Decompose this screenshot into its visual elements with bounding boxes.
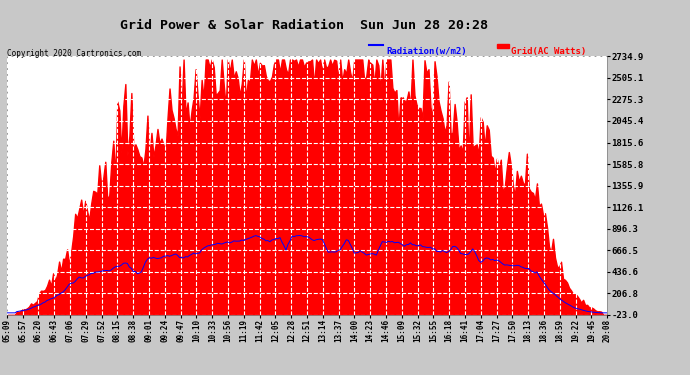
Text: Grid(AC Watts): Grid(AC Watts) [511, 47, 586, 56]
Text: Grid Power & Solar Radiation  Sun Jun 28 20:28: Grid Power & Solar Radiation Sun Jun 28 … [119, 19, 488, 32]
Text: Radiation(w/m2): Radiation(w/m2) [386, 47, 467, 56]
Text: Copyright 2020 Cartronics.com: Copyright 2020 Cartronics.com [7, 49, 141, 58]
